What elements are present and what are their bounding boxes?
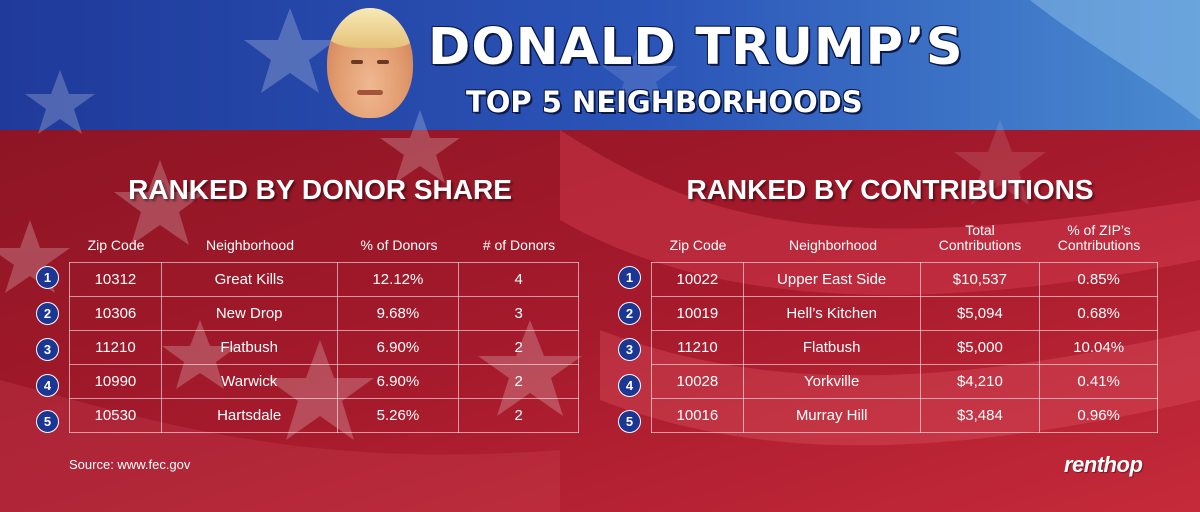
pct-zip-contributions-cell: 0.85% [1039, 262, 1158, 297]
neighborhood-cell: Yorkville [742, 364, 921, 399]
rank-badge: 5 [36, 410, 59, 433]
rank-badge: 4 [36, 374, 59, 397]
pct-donors-cell: 6.90% [336, 330, 460, 365]
neighborhood-cell: Flatbush [160, 330, 338, 365]
neighborhood-cell: Hell’s Kitchen [742, 296, 921, 331]
pct-zip-contributions-cell: 10.04% [1039, 330, 1158, 365]
portrait-eye-left [351, 60, 363, 64]
header-line: % of ZIP’s [1067, 222, 1131, 238]
zip-cell: 10028 [651, 364, 744, 399]
zip-cell: 11210 [69, 330, 162, 365]
header-line: Total [965, 222, 995, 238]
right-col-header-zip: Zip Code [652, 238, 744, 253]
pct-zip-contributions-cell: 0.68% [1039, 296, 1158, 331]
rank-badge: 3 [36, 338, 59, 361]
num-donors-cell: 4 [458, 262, 579, 297]
table-row: 10306 New Drop 9.68% 3 [69, 296, 579, 331]
table-row: 11210 Flatbush 6.90% 2 [69, 330, 579, 365]
num-donors-cell: 2 [458, 398, 579, 433]
table-row: 10028 Yorkville $4,210 0.41% [651, 364, 1158, 399]
header-line: Contributions [1057, 237, 1141, 253]
neighborhood-cell: Hartsdale [160, 398, 338, 433]
table-row: 10312 Great Kills 12.12% 4 [69, 262, 579, 297]
left-col-header-pct: % of Donors [360, 237, 438, 253]
zip-cell: 10530 [69, 398, 162, 433]
rank-badge: 2 [36, 302, 59, 325]
right-table: 10022 Upper East Side $10,537 0.85% 1001… [651, 262, 1158, 433]
rank-badge: 4 [618, 374, 641, 397]
zip-cell: 10312 [69, 262, 162, 297]
rank-badge: 5 [618, 410, 641, 433]
rank-badge: 3 [618, 338, 641, 361]
zip-cell: 10022 [651, 262, 744, 297]
candidate-portrait [327, 8, 413, 118]
pct-zip-contributions-cell: 0.96% [1039, 398, 1158, 433]
left-table: 10312 Great Kills 12.12% 4 10306 New Dro… [69, 262, 579, 433]
total-contributions-cell: $10,537 [919, 262, 1041, 297]
zip-cell: 10990 [69, 364, 162, 399]
right-col-header-neighborhood: Neighborhood [744, 238, 922, 253]
zip-cell: 11210 [651, 330, 744, 365]
pct-donors-cell: 6.90% [336, 364, 460, 399]
left-section-title: RANKED BY DONOR SHARE [128, 174, 512, 205]
num-donors-cell: 2 [458, 364, 579, 399]
header-line: Contributions [938, 237, 1022, 253]
table-row: 10530 Hartsdale 5.26% 2 [69, 398, 579, 433]
rank-badge: 1 [36, 266, 59, 289]
neighborhood-cell: Warwick [160, 364, 338, 399]
left-col-header-count: # of Donors [482, 237, 556, 253]
header-line: Zip Code [669, 237, 727, 253]
renthop-logo: renthop [1064, 452, 1143, 477]
page-subtitle: TOP 5 NEIGHBORHOODS [466, 85, 863, 119]
source-note: Source: www.fec.gov [69, 457, 191, 472]
table-row: 11210 Flatbush $5,000 10.04% [651, 330, 1158, 365]
total-contributions-cell: $4,210 [919, 364, 1041, 399]
neighborhood-cell: Great Kills [160, 262, 338, 297]
neighborhood-cell: New Drop [160, 296, 338, 331]
page-title: DONALD TRUMP’S [428, 18, 964, 77]
left-col-header-neighborhood: Neighborhood [206, 237, 294, 253]
pct-zip-contributions-cell: 0.41% [1039, 364, 1158, 399]
pct-donors-cell: 5.26% [336, 398, 460, 433]
zip-cell: 10016 [651, 398, 744, 433]
table-row: 10990 Warwick 6.90% 2 [69, 364, 579, 399]
right-col-header-total: Total Contributions [920, 223, 1040, 253]
table-row: 10016 Murray Hill $3,484 0.96% [651, 398, 1158, 433]
pct-donors-cell: 12.12% [336, 262, 460, 297]
total-contributions-cell: $5,000 [919, 330, 1041, 365]
header-line: Neighborhood [789, 237, 877, 253]
right-col-header-pct-zip: % of ZIP’s Contributions [1040, 223, 1158, 253]
table-row: 10019 Hell’s Kitchen $5,094 0.68% [651, 296, 1158, 331]
neighborhood-cell: Murray Hill [742, 398, 921, 433]
num-donors-cell: 3 [458, 296, 579, 331]
total-contributions-cell: $3,484 [919, 398, 1041, 433]
zip-cell: 10306 [69, 296, 162, 331]
rank-badge: 2 [618, 302, 641, 325]
table-row: 10022 Upper East Side $10,537 0.85% [651, 262, 1158, 297]
left-col-header-zip: Zip Code [87, 237, 145, 253]
portrait-hair [327, 8, 413, 48]
neighborhood-cell: Upper East Side [742, 262, 921, 297]
pct-donors-cell: 9.68% [336, 296, 460, 331]
rank-badge: 1 [618, 266, 641, 289]
neighborhood-cell: Flatbush [742, 330, 921, 365]
total-contributions-cell: $5,094 [919, 296, 1041, 331]
portrait-mouth [357, 90, 383, 95]
right-section-title: RANKED BY CONTRIBUTIONS [686, 174, 1094, 205]
portrait-eye-right [377, 60, 389, 64]
zip-cell: 10019 [651, 296, 744, 331]
num-donors-cell: 2 [458, 330, 579, 365]
